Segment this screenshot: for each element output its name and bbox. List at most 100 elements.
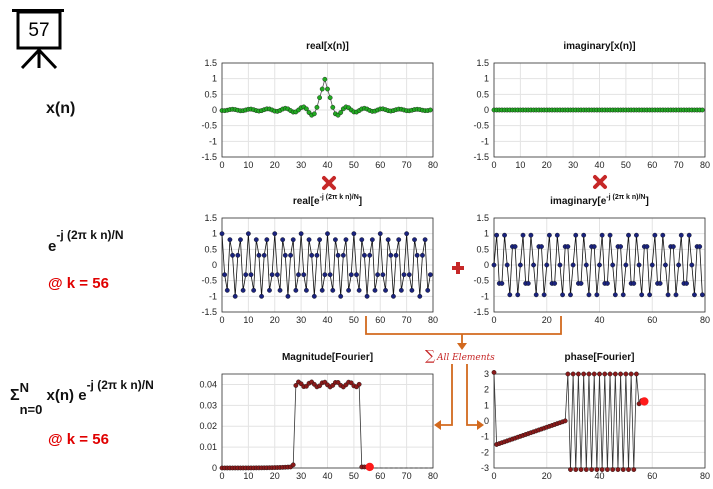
data-point (578, 281, 584, 286)
tick-label-x: 40 (322, 471, 332, 481)
data-point (689, 262, 695, 268)
data-point (541, 292, 547, 298)
data-point (222, 272, 228, 278)
tick-label-x: 50 (349, 315, 359, 325)
tick-label-x: 50 (349, 160, 359, 170)
data-point (306, 237, 312, 243)
data-point (491, 370, 497, 375)
data-point (420, 252, 425, 258)
tick-label-y: 0.5 (204, 89, 217, 99)
data-point (684, 281, 689, 286)
connector-line (466, 364, 478, 426)
tick-label-y: -0.5 (473, 121, 489, 131)
slide-number: 57 (28, 20, 50, 41)
data-point (314, 104, 320, 110)
arrow-head-icon (434, 420, 441, 430)
chart-title: Magnitude[Fourier] (282, 352, 373, 363)
data-point (607, 232, 613, 238)
data-point (243, 272, 249, 278)
data-point (504, 262, 510, 268)
tick-label-x: 70 (402, 315, 412, 325)
tick-label-x: 80 (700, 315, 710, 325)
data-point (269, 272, 275, 278)
data-point (620, 467, 626, 472)
data-point (319, 86, 325, 92)
data-point (227, 237, 233, 243)
plot-border (221, 373, 434, 469)
data-point (235, 252, 241, 258)
data-point (591, 371, 597, 377)
data-point (412, 237, 417, 243)
data-point (599, 232, 605, 238)
data-point (309, 252, 315, 258)
data-point (583, 262, 589, 268)
data-point (259, 293, 264, 299)
tick-label-y: -3 (481, 463, 489, 473)
tick-label-x: 80 (700, 160, 710, 170)
tick-label-x: 0 (491, 315, 496, 325)
tick-label-y: 1.5 (476, 58, 489, 68)
data-point (570, 371, 576, 377)
data-point (414, 252, 420, 258)
data-point (335, 252, 341, 258)
data-point (573, 467, 579, 472)
label-k2: @ k = 56 (48, 431, 109, 448)
data-point (322, 272, 328, 278)
data-point (631, 281, 637, 286)
data-point (512, 244, 518, 249)
data-point (325, 231, 330, 237)
data-point (552, 281, 558, 286)
data-point (409, 287, 415, 293)
data-point (311, 293, 317, 299)
tick-label-y: 0.5 (476, 244, 489, 254)
data-point (557, 262, 563, 268)
data-point (303, 106, 309, 112)
data-point (272, 231, 278, 237)
tick-label-x: 30 (296, 160, 306, 170)
tick-label-y: 3 (484, 369, 489, 379)
tick-label-y: -1 (209, 136, 217, 146)
data-point (240, 287, 246, 293)
data-point (623, 371, 629, 377)
data-point (631, 467, 637, 472)
tick-label-x: 0 (219, 315, 224, 325)
chart-title: imaginary[e-j (2π k n)/N] (550, 194, 649, 207)
tick-label-x: 60 (375, 160, 385, 170)
data-point (520, 232, 526, 238)
data-point (330, 104, 336, 110)
tick-label-x: 20 (270, 160, 280, 170)
tick-label-x: 60 (647, 471, 657, 481)
data-point (359, 237, 365, 243)
arrow-group (365, 316, 562, 430)
data-point (317, 383, 322, 389)
data-point (494, 232, 500, 238)
data-point (697, 244, 703, 249)
data-point (293, 383, 299, 388)
data-point (364, 293, 370, 299)
tick-label-x: 60 (647, 315, 657, 325)
tick-label-x: 80 (700, 471, 710, 481)
data-point (686, 232, 692, 238)
tick-label-y: 0.01 (199, 442, 217, 452)
data-point (525, 281, 531, 286)
plus-icon (452, 262, 464, 274)
tick-label-y: 1 (212, 74, 217, 84)
tick-label-y: -0.5 (201, 276, 217, 286)
tick-label-x: 60 (375, 315, 385, 325)
data-point (396, 237, 402, 243)
data-point (673, 292, 679, 298)
data-point (367, 252, 373, 258)
label-exp-sup: -j (2π k n)/N (56, 228, 124, 242)
tick-label-x: 60 (375, 471, 385, 481)
data-point (539, 244, 544, 249)
data-point (565, 371, 571, 377)
data-point (391, 293, 396, 299)
data-point (618, 371, 623, 377)
tick-label-x: 40 (322, 315, 332, 325)
data-point (570, 262, 576, 268)
data-point (565, 244, 571, 249)
data-point (280, 237, 286, 243)
data-point (362, 252, 367, 258)
tick-label-x: 30 (568, 160, 578, 170)
